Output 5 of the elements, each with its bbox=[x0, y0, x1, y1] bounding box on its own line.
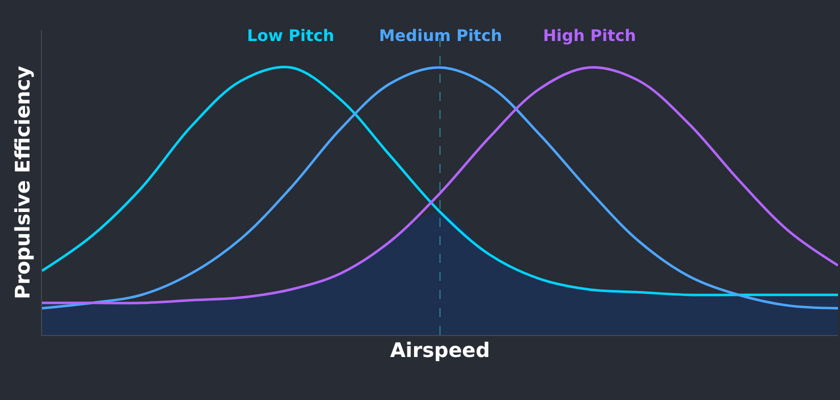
x-axis-title: Airspeed bbox=[390, 338, 490, 362]
series-label: Medium Pitch bbox=[379, 26, 502, 45]
y-axis-title: Propulsive Efficiency bbox=[10, 66, 34, 300]
series-label: Low Pitch bbox=[247, 26, 334, 45]
series-label: High Pitch bbox=[543, 26, 636, 45]
